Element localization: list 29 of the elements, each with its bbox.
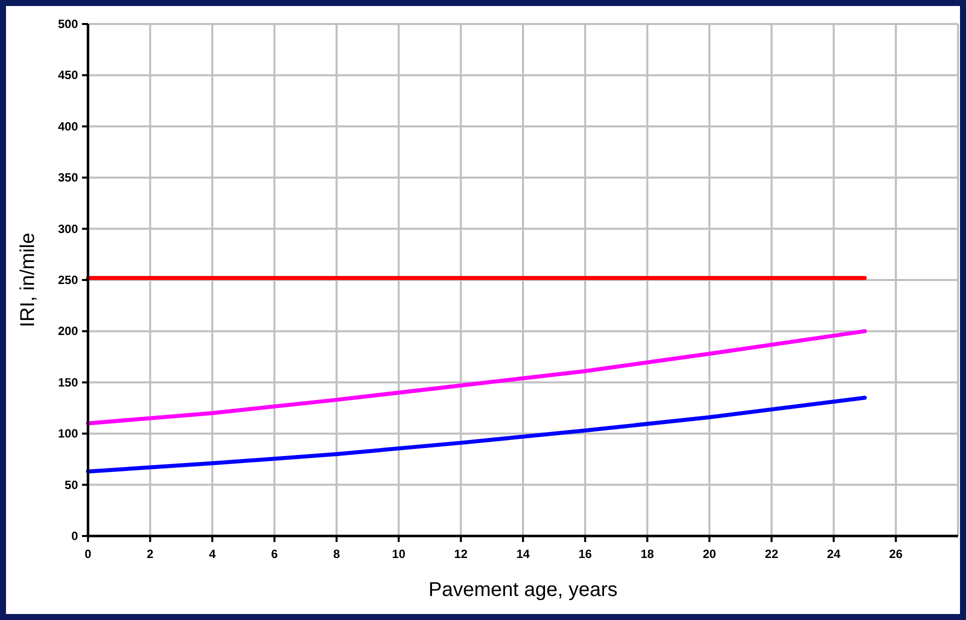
x-tick-label: 26: [889, 547, 903, 561]
x-tick-label: 8: [333, 547, 340, 561]
x-tick-label: 12: [454, 547, 468, 561]
x-tick-label: 10: [392, 547, 406, 561]
y-tick-label: 0: [71, 529, 78, 543]
x-axis-title: Pavement age, years: [428, 579, 618, 601]
y-tick-label: 450: [58, 68, 78, 82]
x-tick-label: 24: [827, 547, 841, 561]
y-tick-label: 150: [58, 375, 78, 390]
y-axis-title: IRI, in/mile: [17, 232, 39, 328]
y-tick-label: 50: [64, 478, 78, 492]
line-series: [86, 329, 867, 426]
y-tick-label: 300: [58, 222, 78, 236]
x-tick-label: 18: [640, 547, 654, 561]
x-tick-label: 22: [764, 547, 779, 561]
x-tick-label: 4: [208, 547, 216, 561]
x-tick-label: 0: [84, 547, 92, 561]
y-tick-label: 400: [58, 119, 78, 134]
x-tick-label: 2: [146, 547, 154, 561]
x-tick-label: 14: [516, 547, 530, 561]
x-tick-label: 16: [578, 547, 592, 561]
y-tick-label: 100: [58, 426, 78, 441]
x-tick-label: 6: [271, 547, 278, 561]
y-tick-label: 350: [58, 170, 78, 185]
y-tick-label: 250: [58, 273, 78, 287]
y-tick-label: 200: [58, 324, 78, 338]
line-series: [86, 396, 867, 474]
y-tick-label: 500: [58, 17, 78, 31]
x-tick-label: 20: [702, 547, 716, 561]
